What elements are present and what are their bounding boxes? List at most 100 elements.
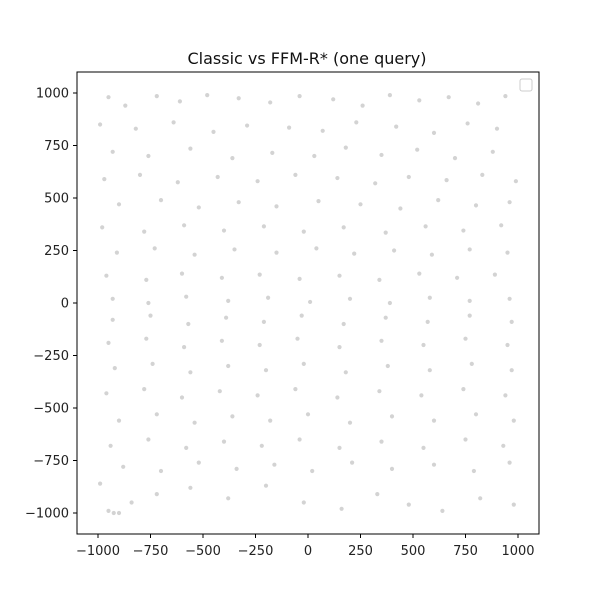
data-point [257,342,262,348]
data-point [268,100,273,105]
data-point [379,338,384,343]
data-point [146,153,151,159]
data-point [389,466,395,471]
data-point [270,150,275,155]
data-point [112,366,117,371]
y-tick-label: −750 [33,454,69,469]
data-point [320,128,325,133]
y-tick-label: 250 [44,244,69,259]
data-point [137,172,143,177]
data-point [383,315,388,320]
data-point [427,295,432,300]
data-point [461,387,466,392]
data-point [471,468,476,474]
data-point [335,175,340,181]
data-point [301,229,306,234]
x-tick-label: −500 [185,544,221,559]
data-point [503,393,508,398]
data-point [358,202,363,207]
data-point [467,247,472,252]
data-point [217,389,222,394]
data-point [350,460,355,465]
data-point [154,94,159,99]
x-tick-label: 0 [304,544,312,559]
data-point [406,174,411,180]
data-point [440,508,445,513]
data-point [266,295,271,300]
data-point [341,225,346,230]
data-point [377,389,382,394]
data-point [385,363,390,369]
data-point [188,370,193,375]
data-point [463,437,468,442]
data-point [110,317,115,322]
data-point [171,120,176,125]
data-point [467,298,472,303]
data-point [146,437,151,442]
data-point [116,510,122,516]
data-point [343,370,348,375]
data-point [507,460,512,465]
data-point [116,202,122,207]
data-point [499,223,504,228]
data-point [224,315,229,320]
data-point [387,93,392,98]
data-point [192,420,197,425]
data-point [425,319,430,324]
data-point [257,272,262,277]
data-point [492,272,497,277]
data-point [232,247,237,252]
x-tick-label: −750 [133,544,169,559]
data-point [182,223,187,228]
data-point [142,387,147,392]
data-point [419,393,424,398]
x-tick-label: 250 [348,544,373,559]
data-point [205,93,210,98]
data-point [268,418,273,423]
data-point [444,178,449,183]
data-point [465,121,470,126]
data-point [389,414,395,419]
data-point [421,445,426,450]
data-point [106,95,111,100]
data-point [293,387,298,392]
y-tick-label: −500 [33,402,69,417]
data-point [335,395,340,400]
data-point [392,248,397,253]
data-point [511,502,516,507]
data-point [272,462,277,467]
data-point [431,462,437,467]
data-point [255,179,260,184]
data-point [226,496,231,501]
data-point [261,224,266,229]
data-point [478,496,483,501]
data-point [219,275,224,280]
axes-layer: −1000 −750 −500 −250 0 250 500 750 1000 −1000 −750… [25,71,540,559]
data-point [507,200,512,205]
data-point [301,361,306,366]
data-point [316,199,321,204]
data-point [494,126,500,131]
data-point [473,203,479,208]
data-point [480,172,485,177]
data-point [373,181,378,186]
x-tick-label: −250 [238,544,274,559]
data-point [121,464,126,469]
data-point [142,229,147,234]
data-point [158,468,164,474]
data-point [431,418,437,423]
data-point [192,252,197,257]
y-tick-label: 500 [44,192,69,207]
data-point [100,225,105,230]
data-point [429,252,434,257]
data-point [245,123,250,128]
data-point [507,296,512,301]
data-point [226,298,231,303]
data-point [297,437,302,442]
data-point [111,510,116,516]
data-point [230,156,235,161]
data-point [352,251,357,256]
data-point [148,313,153,318]
data-point [114,250,119,255]
